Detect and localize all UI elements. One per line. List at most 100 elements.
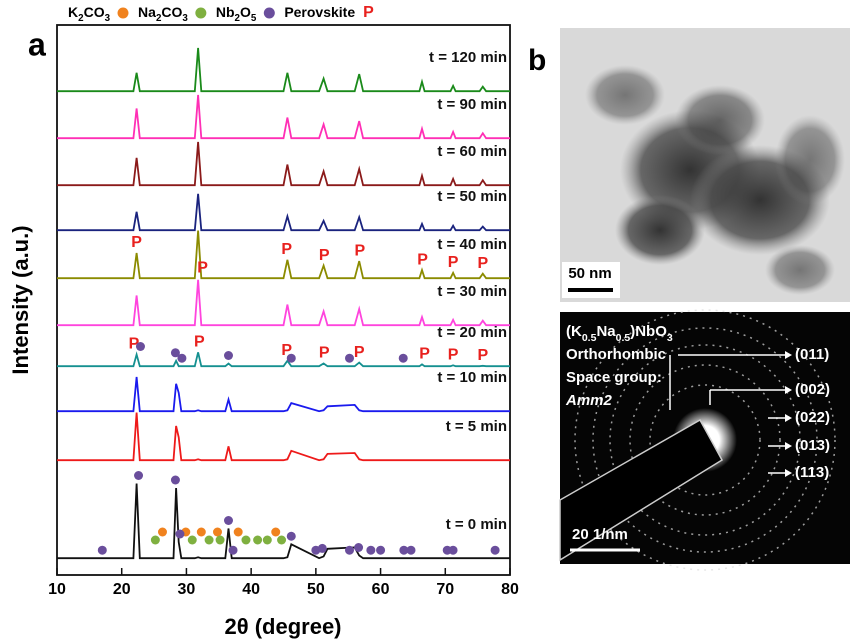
series-label: t = 5 min — [446, 418, 507, 435]
series-label: t = 0 min — [446, 516, 507, 533]
phase-marker — [262, 535, 272, 545]
phase-marker — [215, 535, 225, 545]
legend-marker — [195, 7, 207, 19]
perovskite-mark: P — [477, 347, 488, 364]
panel-label: a — [28, 26, 46, 62]
phase-marker — [376, 545, 386, 555]
phase-marker — [175, 529, 185, 539]
phase-marker — [241, 535, 251, 545]
arrow-head — [785, 386, 792, 394]
series-label: t = 20 min — [437, 324, 507, 341]
legend-marker — [117, 7, 129, 19]
series-label: t = 120 min — [429, 49, 507, 66]
arrow-head — [785, 414, 792, 422]
series-label: t = 30 min — [437, 283, 507, 300]
series-label: t = 40 min — [437, 236, 507, 253]
xrd-trace — [57, 483, 510, 560]
y-axis-title: Intensity (a.u.) — [8, 225, 33, 374]
xrd-trace — [57, 376, 510, 413]
x-tick-label: 40 — [242, 581, 260, 598]
phase-marker — [490, 545, 500, 555]
perovskite-mark: P — [131, 234, 142, 251]
phase-marker — [345, 353, 355, 363]
xrd-trace — [57, 351, 510, 368]
phase-marker — [196, 527, 206, 537]
phase-marker — [187, 535, 197, 545]
panel-label: b — [528, 44, 546, 77]
phase-marker — [448, 545, 458, 555]
x-tick-label: 30 — [178, 581, 196, 598]
saed-text: Space group: — [566, 369, 662, 386]
xrd-trace — [57, 412, 510, 462]
phase-marker — [150, 535, 160, 545]
xrd-trace — [57, 141, 510, 187]
arrow-head — [785, 442, 792, 450]
series-label: t = 90 min — [437, 96, 507, 113]
series-label: t = 50 min — [437, 188, 507, 205]
xrd-trace — [57, 279, 510, 327]
phase-marker — [223, 351, 233, 360]
phase-marker — [271, 527, 281, 537]
phase-marker — [170, 348, 180, 358]
plane-label: (011) — [795, 346, 829, 363]
perovskite-mark: P — [477, 255, 488, 272]
perovskite-mark: P — [281, 241, 292, 258]
xrd-trace — [57, 193, 510, 232]
perovskite-mark: P — [194, 333, 205, 350]
saed-text: Amm2 — [565, 392, 613, 409]
x-tick-label: 70 — [436, 581, 454, 598]
phase-marker — [223, 516, 233, 525]
perovskite-mark: P — [448, 347, 459, 364]
x-tick-label: 10 — [48, 581, 66, 598]
saed-text: Orthorhombic — [566, 346, 666, 363]
legend-symbol: P — [363, 4, 374, 21]
saed-formula: (K0.5Na0.5)NbO3 — [566, 323, 673, 344]
phase-marker — [177, 353, 187, 363]
perovskite-mark: P — [417, 251, 428, 268]
perovskite-mark: P — [129, 336, 140, 353]
plane-label: (022) — [795, 409, 830, 426]
phase-marker — [253, 535, 263, 545]
scale-label: 50 nm — [568, 265, 611, 282]
perovskite-mark: P — [319, 247, 330, 264]
arrow-head — [785, 469, 792, 477]
x-tick-label: 60 — [372, 581, 390, 598]
series-label: t = 60 min — [437, 143, 507, 160]
perovskite-mark: P — [355, 242, 366, 259]
phase-marker — [228, 545, 238, 555]
legend-label: Nb2O5 — [216, 4, 257, 24]
arrow-head — [785, 351, 792, 359]
perovskite-mark: P — [354, 344, 365, 361]
phase-marker — [398, 353, 408, 363]
legend-label: K2CO3 — [68, 4, 111, 24]
phase-marker — [157, 527, 167, 537]
xrd-trace — [57, 94, 510, 140]
phase-marker — [317, 543, 327, 553]
plane-label: (113) — [795, 464, 829, 481]
perovskite-mark: P — [197, 259, 208, 276]
phase-marker — [277, 535, 287, 545]
phase-marker — [286, 531, 296, 541]
x-tick-label: 20 — [113, 581, 131, 598]
phase-marker — [204, 535, 214, 545]
phase-marker — [354, 543, 364, 552]
x-axis-title: 2θ (degree) — [224, 614, 341, 639]
legend-marker — [263, 7, 275, 19]
phase-marker — [366, 545, 376, 555]
series-label: t = 10 min — [437, 369, 507, 386]
perovskite-mark: P — [419, 346, 430, 363]
phase-marker — [170, 475, 180, 485]
plane-label: (013) — [795, 437, 830, 454]
legend-label: Na2CO3 — [138, 4, 188, 24]
phase-marker — [345, 545, 355, 555]
perovskite-mark: P — [281, 342, 292, 359]
x-tick-label: 50 — [307, 581, 325, 598]
xrd-trace — [57, 47, 510, 93]
phase-marker — [135, 342, 145, 351]
phase-marker — [286, 353, 296, 363]
phase-marker — [399, 545, 409, 555]
phase-marker — [233, 527, 243, 537]
tem-image: 50 nm — [560, 28, 850, 302]
scale-label: 20 1/nm — [572, 526, 628, 543]
